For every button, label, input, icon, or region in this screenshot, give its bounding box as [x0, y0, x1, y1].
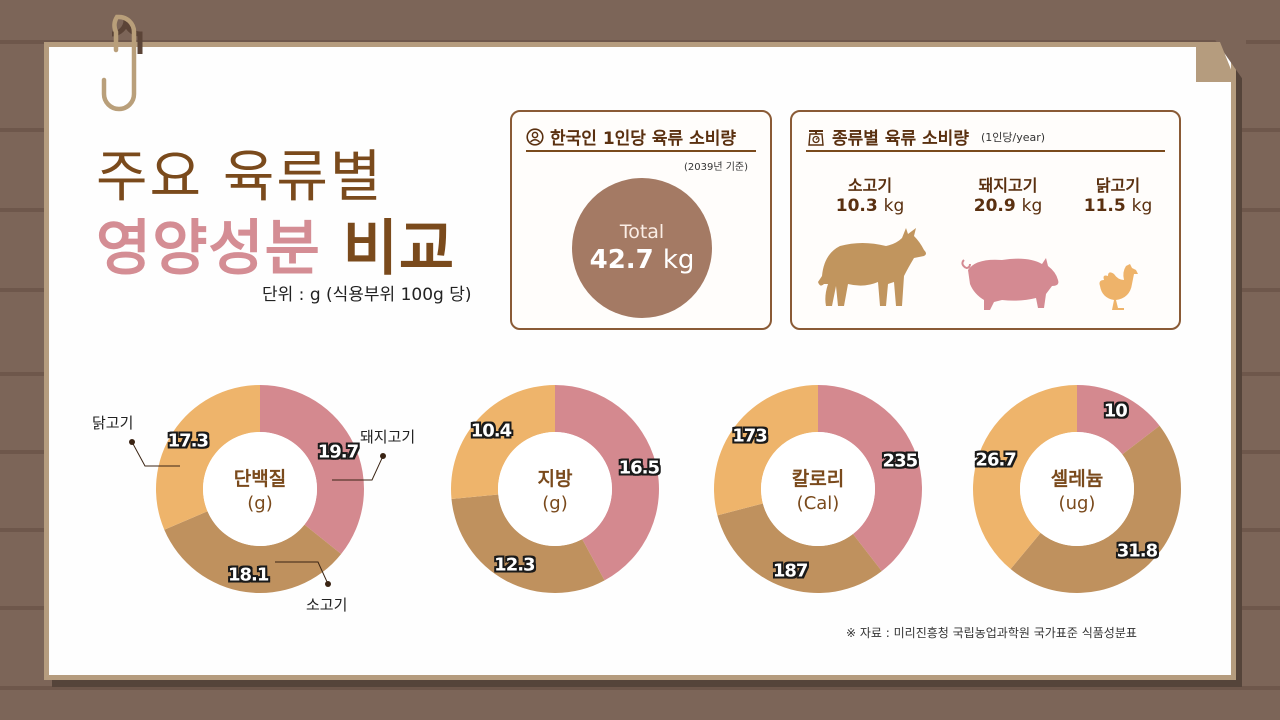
- donut-unit: (g): [247, 493, 273, 514]
- donut-segment: [818, 385, 922, 572]
- title-highlight: 영양성분: [96, 214, 321, 284]
- donut-title: 셀레늄: [1050, 468, 1104, 490]
- donut-chart-protein: [156, 385, 364, 593]
- callout-beef: 소고기: [306, 596, 348, 614]
- donut-center: 셀레늄 (ug): [967, 379, 1187, 599]
- donut-segment: [973, 385, 1077, 570]
- donut-segment: [1077, 385, 1160, 455]
- donut-segment: [555, 385, 659, 581]
- chicken-name: 닭고기: [1095, 176, 1141, 195]
- segment-value-label: 12.3: [494, 554, 535, 576]
- total-circle: Total 42.7 kg: [572, 178, 712, 318]
- donut-chart-calories: [714, 385, 922, 593]
- divider: [806, 150, 1165, 152]
- total-number: 42.7: [589, 245, 654, 275]
- callout-pork: 돼지고기: [360, 428, 416, 446]
- chicken-icon: [1099, 264, 1138, 310]
- donut-segment: [1010, 425, 1182, 594]
- donut-unit: (g): [542, 493, 568, 514]
- donut-segment: [164, 511, 342, 593]
- segment-value-label: 18.1: [227, 564, 269, 586]
- person-circle-icon: [526, 127, 544, 146]
- divider: [526, 150, 756, 152]
- chicken-value: 11.5 kg: [1083, 196, 1153, 216]
- donut-fat: 지방 (g) 16.5 12.3 10.4: [445, 379, 665, 599]
- segment-value-label: 235: [882, 450, 919, 472]
- segment-value-label: 19.7: [317, 441, 359, 463]
- donut-segment: [451, 494, 605, 593]
- donut-center: 단백질 (g): [150, 379, 370, 599]
- donut-protein: 단백질 (g) 19.7 18.1 17.3: [150, 379, 370, 599]
- donut-unit: (ug): [1058, 493, 1096, 514]
- beef-value: 10.3 kg: [835, 196, 905, 216]
- donut-unit: (Cal): [796, 493, 840, 514]
- donut-chart-selenium: [973, 385, 1182, 594]
- donut-segment: [717, 503, 882, 593]
- donut-center: 지방 (g): [445, 379, 665, 599]
- per-capita-heading: 한국인 1인당 육류 소비량: [526, 124, 736, 149]
- callout-chicken: 닭고기: [92, 414, 134, 432]
- donut-selenium: 셀레늄 (ug) 10 31.8 26.7: [967, 379, 1187, 599]
- donut-title: 칼로리: [791, 468, 845, 490]
- pork-consumption: 돼지고기 20.9 kg: [958, 172, 1058, 216]
- by-type-panel: 종류별 육류 소비량 (1인당/year) 소고기 10.3 kg 돼지고기 2…: [790, 110, 1181, 330]
- paperclip-icon: [101, 14, 143, 112]
- donut-segment: [714, 385, 818, 516]
- donut-segment: [260, 385, 364, 555]
- donut-segment: [156, 385, 260, 530]
- donut-chart-fat: [451, 385, 659, 593]
- by-type-heading: 종류별 육류 소비량 (1인당/year): [806, 124, 1045, 149]
- segment-value-label: 10: [1103, 400, 1128, 422]
- segment-value-label: 16.5: [618, 457, 660, 479]
- cow-icon: [818, 228, 926, 306]
- wood-plank-line: [0, 686, 1280, 690]
- per-capita-title: 한국인 1인당 육류 소비량: [550, 129, 736, 149]
- source-note: ※ 자료 : 미리진흥청 국립농업과학원 국가표준 식품성분표: [846, 626, 1137, 640]
- per-capita-panel: 한국인 1인당 육류 소비량 (2039년 기준) Total 42.7 kg: [510, 110, 772, 330]
- donut-center: 칼로리 (Cal): [708, 379, 928, 599]
- donut-calories: 칼로리 (Cal) 235 187 173: [708, 379, 928, 599]
- donut-title: 단백질: [233, 468, 287, 490]
- chicken-consumption: 닭고기 11.5 kg: [1080, 172, 1156, 216]
- pig-icon: [961, 258, 1059, 310]
- beef-consumption: 소고기 10.3 kg: [830, 172, 910, 216]
- donut-segment: [451, 385, 555, 499]
- by-type-title: 종류별 육류 소비량: [832, 129, 969, 149]
- page-title-line1: 주요 육류별: [96, 145, 384, 210]
- beef-name: 소고기: [847, 176, 893, 195]
- donut-title: 지방: [537, 468, 573, 490]
- total-label: Total: [619, 221, 665, 243]
- title-rest: 비교: [342, 214, 456, 284]
- unit-note: 단위 : g (식용부위 100g 당): [262, 285, 472, 305]
- per-capita-note: (2039년 기준): [683, 162, 748, 173]
- total-value: 42.7 kg: [590, 245, 695, 275]
- segment-value-label: 10.4: [470, 420, 512, 442]
- segment-value-label: 187: [772, 560, 809, 582]
- by-type-subtitle: (1인당/year): [980, 130, 1046, 144]
- pork-name: 돼지고기: [978, 176, 1038, 195]
- page-title-line2: 영양성분 비교: [96, 200, 455, 287]
- scale-icon: [808, 129, 824, 146]
- segment-value-label: 17.3: [167, 430, 209, 452]
- total-unit: kg: [662, 245, 695, 275]
- segment-value-label: 26.7: [975, 449, 1016, 471]
- pork-value: 20.9 kg: [973, 196, 1043, 216]
- segment-value-label: 31.8: [1116, 540, 1158, 562]
- segment-value-label: 173: [732, 425, 768, 447]
